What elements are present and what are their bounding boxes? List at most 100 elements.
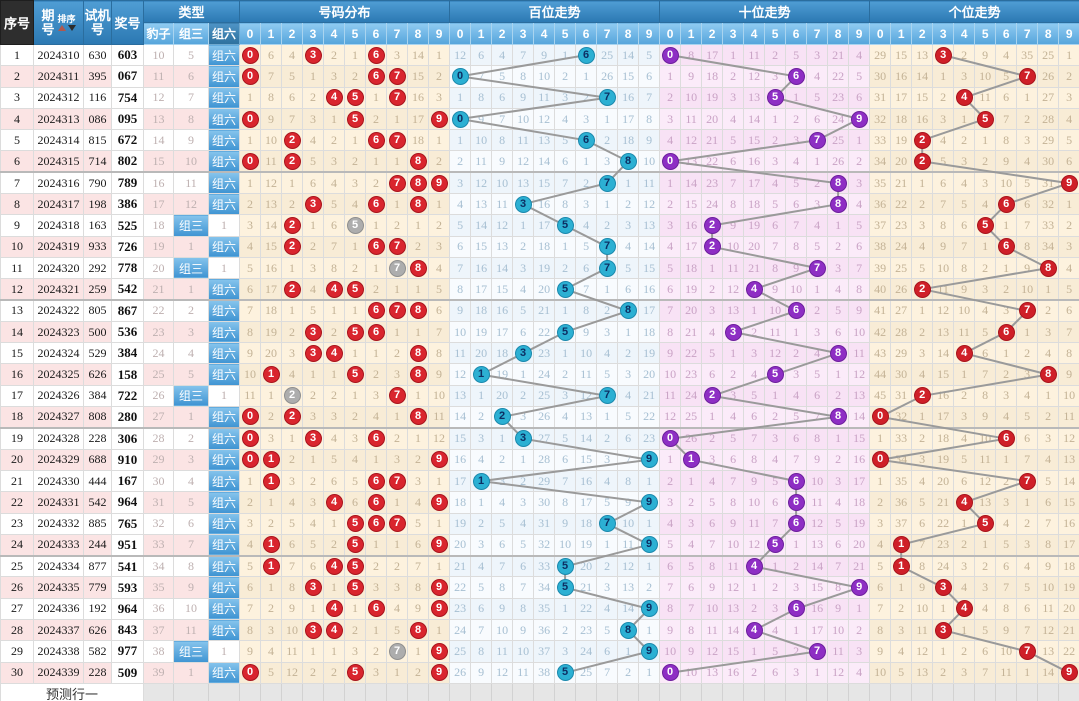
hundreds-digit-circle: 7 [598,238,616,256]
prediction-row-label: 预测行一 [0,682,144,701]
trend-cell: 11 [722,256,745,280]
trend-cell: 3 [953,555,976,578]
row-seq: 20 [0,448,34,471]
trend-cell: 1 [638,619,661,642]
trend-cell: 4 [491,43,514,67]
trend-cell: 2 [911,427,934,450]
type-zu3-cell: 12 [173,193,209,216]
hundreds-digit-circle: 7 [598,387,616,405]
type-baozi-cell: 23 [143,320,174,344]
footer-empty-cell [407,682,430,701]
trend-cell: 2 [953,384,976,408]
trend-cell: 14 [638,235,661,258]
trend-cell: 2 [1016,107,1039,131]
digit-header: 6 [365,22,388,45]
trend-cell: 6 [743,406,766,429]
trend-cell: 7 [596,171,619,195]
dist-cell: 9 [239,640,262,663]
dist-cell: 5 [239,256,262,280]
trend-cell: 1 [617,640,640,663]
trend-cell: 4 [806,342,829,365]
trend-cell: 13 [806,533,829,557]
trend-cell: 6 [1058,150,1079,174]
sort-asc-icon[interactable] [57,24,66,31]
row-test-number: 163 [83,214,112,237]
trend-cell: 14 [491,256,514,280]
trend-cell: 18 [533,235,556,258]
dist-cell: 2 [302,384,325,408]
trend-cell: 2 [827,448,850,471]
dist-cell: 7 [386,512,409,535]
trend-cell: 29 [1037,129,1060,152]
trend-cell: 1 [785,619,808,642]
trend-cell: 33 [890,427,913,450]
trend-cell: 13 [1058,448,1079,471]
dist-cell: 4 [239,235,262,258]
dist-cell: 1 [281,299,304,322]
trend-cell: 5 [596,491,619,514]
trend-cell: 15 [491,278,514,302]
dist-cell: 9 [428,576,451,599]
trend-cell: 8 [953,256,976,280]
prize-digit-circle: 8 [409,366,427,384]
trend-cell: 10 [491,171,514,195]
trend-cell: 1 [1016,320,1039,344]
trend-cell: 2 [470,512,493,535]
trend-cell: 24 [890,235,913,258]
dist-cell: 3 [323,406,346,429]
trend-cell: 12 [743,533,766,557]
prize-digit-circle: 3 [304,195,322,213]
trend-cell: 2 [827,235,850,258]
prize-digit-circle: 5 [346,89,364,107]
trend-cell: 1 [512,214,535,237]
trend-cell: 17 [491,320,514,344]
trend-cell: 7 [1016,469,1039,493]
trend-cell: 3 [953,661,976,684]
pair-digit-circle: 7 [388,259,406,277]
sort-desc-icon[interactable] [67,24,76,31]
trend-cell: 15 [848,427,871,450]
digit-header: 4 [323,22,346,45]
trend-cell: 5 [827,512,850,535]
dist-cell: 5 [302,533,325,557]
type-zu6-cell: 组六 [207,533,241,557]
trend-cell: 10 [974,427,997,450]
row-period: 2024323 [33,320,84,344]
trend-cell: 7 [806,406,829,429]
hundreds-digit-circle: 5 [556,217,574,235]
trend-cell: 1 [554,235,577,258]
trend-cell: 4 [827,278,850,302]
trend-cell: 15 [1058,491,1079,514]
prize-digit-circle: 9 [430,174,448,192]
trend-cell: 10 [1058,384,1079,408]
trend-cell: 21 [827,43,850,67]
trend-cell: 12 [638,193,661,216]
footer-empty-cell [533,682,556,701]
dist-cell: 3 [344,171,367,195]
trend-cell: 12 [491,661,514,684]
dist-cell: 2 [386,427,409,450]
trend-cell: 1 [575,150,598,174]
dist-cell: 1 [407,427,430,450]
footer-empty-cell [173,682,209,701]
dist-cell: 2 [260,597,283,621]
sort-button[interactable]: 排序 [57,14,76,31]
trend-cell: 2 [491,406,514,429]
trend-cell: 1 [785,320,808,344]
type-zu6-cell: 组六 [207,512,241,535]
hundreds-digit-circle: 5 [556,323,574,341]
hundreds-digit-circle: 6 [577,131,595,149]
prize-digit-circle: 6 [367,46,385,64]
trend-cell: 5 [1016,406,1039,429]
hundreds-digit-circle: 5 [556,664,574,682]
dist-cell: 8 [407,406,430,429]
table-row: 28 2024337 626 843 37 11 组六 8 3 10 3 4 2 1 5 8 1 24 7 10 9 36… [0,619,1079,642]
trend-cell: 21 [575,576,598,599]
trend-cell: 31 [1037,171,1060,195]
row-prize-number: 067 [111,65,144,88]
trend-cell: 9 [764,278,787,302]
trend-cell: 17 [449,469,472,493]
trend-cell: 6 [617,427,640,450]
dist-cell: 1 [260,555,283,578]
